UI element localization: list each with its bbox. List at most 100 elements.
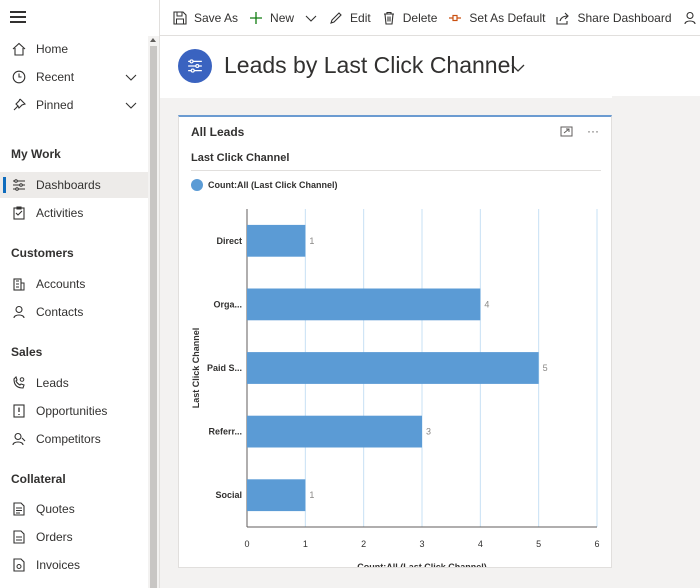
sidebar-item-contacts[interactable]: Contacts <box>0 299 148 325</box>
delete-button[interactable]: Delete <box>379 0 446 36</box>
command-bar: Save As New Edit Delete Set As Default S… <box>160 0 700 36</box>
x-tick-label: 3 <box>419 539 424 549</box>
data-label: 1 <box>309 236 314 246</box>
new-button[interactable]: New <box>246 0 326 36</box>
sidebar-item-label: Leads <box>36 376 69 390</box>
sidebar-item-leads[interactable]: Leads <box>0 370 148 396</box>
x-tick-label: 5 <box>536 539 541 549</box>
chart-card: All Leads ··· Last Click Channel Count:A… <box>178 115 612 568</box>
card-actions: ··· <box>560 124 599 138</box>
sidebar-item-label: Contacts <box>36 305 84 319</box>
edit-button[interactable]: Edit <box>326 0 379 36</box>
bar[interactable] <box>247 479 306 512</box>
chevron-down-icon[interactable] <box>124 70 138 84</box>
sidebar-item-accounts[interactable]: Accounts <box>0 271 148 297</box>
group-title-customers: Customers <box>11 246 74 260</box>
building-icon <box>11 276 27 292</box>
set-as-default-button[interactable]: Set As Default <box>445 0 553 36</box>
sidebar-item-home[interactable]: Home <box>0 36 148 62</box>
sidebar-item-pinned[interactable]: Pinned <box>0 92 148 118</box>
sidebar-scrollbar[interactable] <box>148 36 159 588</box>
sidebar-item-quotes[interactable]: Quotes <box>0 496 148 522</box>
person-icon <box>682 10 698 26</box>
sidebar-item-recent[interactable]: Recent <box>0 64 148 90</box>
person-icon <box>11 304 27 320</box>
share-dashboard-button[interactable]: Share Dashboard <box>553 0 679 36</box>
share-dashboard-label: Share Dashboard <box>577 10 672 25</box>
document-alert-icon <box>11 403 27 419</box>
overflow-person-button[interactable] <box>680 0 700 36</box>
bar[interactable] <box>247 224 306 257</box>
x-tick-label: 6 <box>594 539 599 549</box>
group-title-sales: Sales <box>11 345 43 359</box>
new-label: New <box>270 10 295 25</box>
sidebar-item-label: Pinned <box>36 98 74 112</box>
chevron-down-icon[interactable] <box>124 98 138 112</box>
divider <box>191 170 601 171</box>
y-tick-label: Orga... <box>213 299 242 309</box>
y-tick-label: Direct <box>216 236 242 246</box>
bar[interactable] <box>247 288 481 321</box>
dashboard-entity-icon <box>178 49 212 83</box>
scroll-up-arrow-icon[interactable] <box>150 38 156 42</box>
data-label: 5 <box>543 363 548 373</box>
save-as-icon <box>172 10 188 26</box>
canvas-background <box>612 96 700 588</box>
competitor-icon <box>11 431 27 447</box>
bar-chart: 0 1 2 3 4 5 6 Direct 1 Orga... 4 Paid S... 5 Referr..… <box>191 209 600 567</box>
sidebar-item-label: Accounts <box>36 277 86 291</box>
invoice-document-icon <box>11 557 27 573</box>
bar[interactable] <box>247 352 539 384</box>
sidebar-item-label: Competitors <box>36 432 101 446</box>
hamburger-menu-icon[interactable] <box>10 11 26 25</box>
chart-subtitle: Last Click Channel <box>191 152 290 164</box>
sidebar-item-label: Recent <box>36 70 75 84</box>
dashboard-icon <box>11 177 27 193</box>
pin-icon <box>11 97 27 113</box>
scrollbar-thumb[interactable] <box>150 46 157 588</box>
trash-icon <box>381 10 397 26</box>
sidebar-item-opportunities[interactable]: Opportunities <box>0 398 148 424</box>
sidebar-item-activities[interactable]: Activities <box>0 200 148 226</box>
delete-label: Delete <box>402 10 438 25</box>
phone-person-icon <box>11 375 27 391</box>
data-label: 4 <box>484 299 489 309</box>
sidebar-item-label: Home <box>36 42 69 56</box>
plus-icon <box>248 10 264 26</box>
sidebar: Home Recent Pinned My Work Dashboards Ac… <box>0 0 160 588</box>
sidebar-item-label: Dashboards <box>36 178 101 192</box>
x-tick-label: 4 <box>478 539 483 549</box>
chevron-down-icon[interactable] <box>304 11 318 25</box>
clock-icon <box>11 69 27 85</box>
save-as-button[interactable]: Save As <box>170 0 246 36</box>
sidebar-item-competitors[interactable]: Competitors <box>0 426 148 452</box>
set-as-default-label: Set As Default <box>469 10 546 25</box>
sidebar-item-dashboards[interactable]: Dashboards <box>0 172 148 198</box>
x-tick-label: 0 <box>244 539 249 549</box>
set-default-icon <box>447 10 463 26</box>
clipboard-icon <box>11 205 27 221</box>
x-tick-label: 1 <box>303 539 308 549</box>
sidebar-item-label: Orders <box>36 530 73 544</box>
group-title-my-work: My Work <box>11 147 61 161</box>
dashboard-selector-chevron-icon[interactable] <box>510 60 526 76</box>
x-tick-label: 2 <box>361 539 366 549</box>
home-icon <box>11 41 27 57</box>
pencil-icon <box>328 10 344 26</box>
sidebar-item-orders[interactable]: Orders <box>0 524 148 550</box>
legend-swatch <box>191 179 203 191</box>
save-as-label: Save As <box>194 10 239 25</box>
sidebar-item-invoices[interactable]: Invoices <box>0 552 148 578</box>
sidebar-item-label: Quotes <box>36 502 75 516</box>
chart-legend[interactable]: Count:All (Last Click Channel) <box>191 179 338 191</box>
y-tick-label: Paid S... <box>207 363 242 373</box>
more-options-icon[interactable]: ··· <box>587 124 599 138</box>
bar[interactable] <box>247 415 422 448</box>
edit-label: Edit <box>350 10 371 25</box>
y-tick-label: Social <box>215 490 242 500</box>
page-header: Leads by Last Click Channel <box>160 36 700 98</box>
sidebar-item-label: Activities <box>36 206 84 220</box>
data-label: 1 <box>309 490 314 500</box>
expand-chart-icon[interactable] <box>560 125 573 138</box>
x-axis-title: Count:All (Last Click Channel) <box>357 562 487 567</box>
